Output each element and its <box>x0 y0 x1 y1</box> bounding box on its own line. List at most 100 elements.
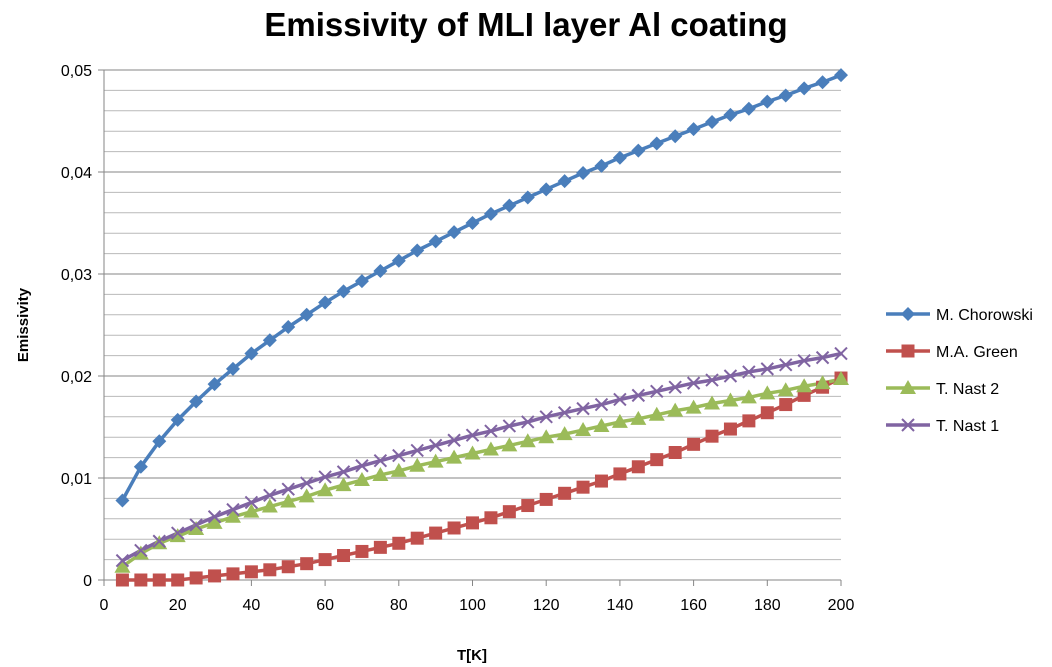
data-point <box>152 573 166 587</box>
y-tick-label: 0,02 <box>61 369 92 386</box>
data-point <box>261 498 278 513</box>
data-point <box>482 441 499 456</box>
data-point <box>392 536 406 550</box>
data-point <box>502 505 516 519</box>
data-point <box>650 453 664 467</box>
y-tick-label: 0 <box>83 573 92 590</box>
data-point <box>115 493 130 508</box>
data-point <box>373 540 387 554</box>
data-point <box>521 415 535 429</box>
tick-labels: 0 0,01 0,02 0,03 0,04 0,05 0 20 40 60 80 100 120 140 1… <box>61 63 855 614</box>
data-point <box>170 412 185 427</box>
data-point <box>593 417 610 432</box>
x-tick-label: 140 <box>607 597 634 614</box>
data-point <box>244 346 259 361</box>
y-tick-label: 0,03 <box>61 267 92 284</box>
data-point <box>520 190 535 205</box>
data-point <box>704 395 721 410</box>
data-point <box>778 88 793 103</box>
data-point <box>391 253 406 268</box>
x-tick-label: 60 <box>316 597 334 614</box>
data-point <box>133 459 148 474</box>
legend-marker <box>900 380 916 394</box>
data-point <box>611 413 628 428</box>
data-point <box>132 545 149 560</box>
data-point <box>576 480 590 494</box>
data-point <box>502 419 517 433</box>
data-point <box>575 422 592 437</box>
data-point <box>318 553 332 567</box>
data-point <box>337 549 351 563</box>
data-point <box>742 365 756 379</box>
data-point <box>410 531 424 545</box>
series-markers-t-nast-1 <box>115 346 848 568</box>
data-point <box>576 166 591 181</box>
data-point <box>224 508 241 523</box>
data-point <box>207 377 222 392</box>
data-point <box>613 392 627 407</box>
data-point <box>760 406 774 420</box>
legend-marker <box>901 307 915 321</box>
data-point <box>465 428 480 442</box>
data-point <box>115 573 129 587</box>
data-point <box>373 263 388 278</box>
y-tick-label: 0,04 <box>61 165 92 182</box>
data-point <box>594 397 609 412</box>
data-point <box>814 375 831 390</box>
data-point <box>465 216 480 230</box>
data-point <box>281 560 295 574</box>
x-tick-label: 80 <box>390 597 408 614</box>
data-point <box>114 558 131 573</box>
x-tick-label: 120 <box>533 597 560 614</box>
data-point <box>299 307 314 322</box>
data-point <box>355 459 369 473</box>
data-point <box>300 557 314 571</box>
data-point <box>502 198 517 213</box>
data-point <box>427 453 444 468</box>
data-point <box>281 320 296 335</box>
data-point <box>539 182 554 197</box>
data-point <box>834 346 848 361</box>
data-point <box>134 543 148 558</box>
data-point <box>189 394 204 409</box>
series-markers-m-a-green <box>115 371 848 587</box>
y-axis-label: Emissivity <box>15 287 32 362</box>
data-point <box>777 382 794 397</box>
series-lines <box>120 73 843 582</box>
series-line-m-chorowski <box>120 73 843 503</box>
data-point <box>723 422 737 436</box>
data-point <box>668 446 682 459</box>
series-markers <box>114 68 849 587</box>
data-point <box>519 433 536 448</box>
data-point <box>189 571 203 585</box>
data-point <box>464 445 481 460</box>
data-point <box>501 437 518 452</box>
legend-label: T. Nast 2 <box>936 381 999 398</box>
data-point <box>650 384 664 399</box>
data-point <box>207 510 222 524</box>
data-point <box>410 443 424 458</box>
data-point <box>613 467 627 481</box>
x-tick-label: 160 <box>680 597 707 614</box>
data-point <box>687 437 701 451</box>
data-point <box>685 399 702 414</box>
data-point <box>447 521 461 535</box>
data-point <box>189 518 203 532</box>
data-point <box>612 150 627 165</box>
data-point <box>170 526 185 540</box>
data-point <box>667 402 684 417</box>
data-point <box>797 353 811 368</box>
data-point <box>171 573 185 587</box>
data-point <box>484 424 498 438</box>
data-point <box>521 499 535 513</box>
data-point <box>263 563 277 577</box>
legend-entry-t-nast-1: T. Nast 1 <box>886 418 999 435</box>
data-point <box>740 389 757 404</box>
data-point <box>705 373 719 387</box>
series-line-m-a-green <box>120 376 843 582</box>
data-point <box>760 362 775 376</box>
data-point <box>208 569 222 583</box>
data-point <box>318 295 333 310</box>
data-point <box>115 553 130 568</box>
